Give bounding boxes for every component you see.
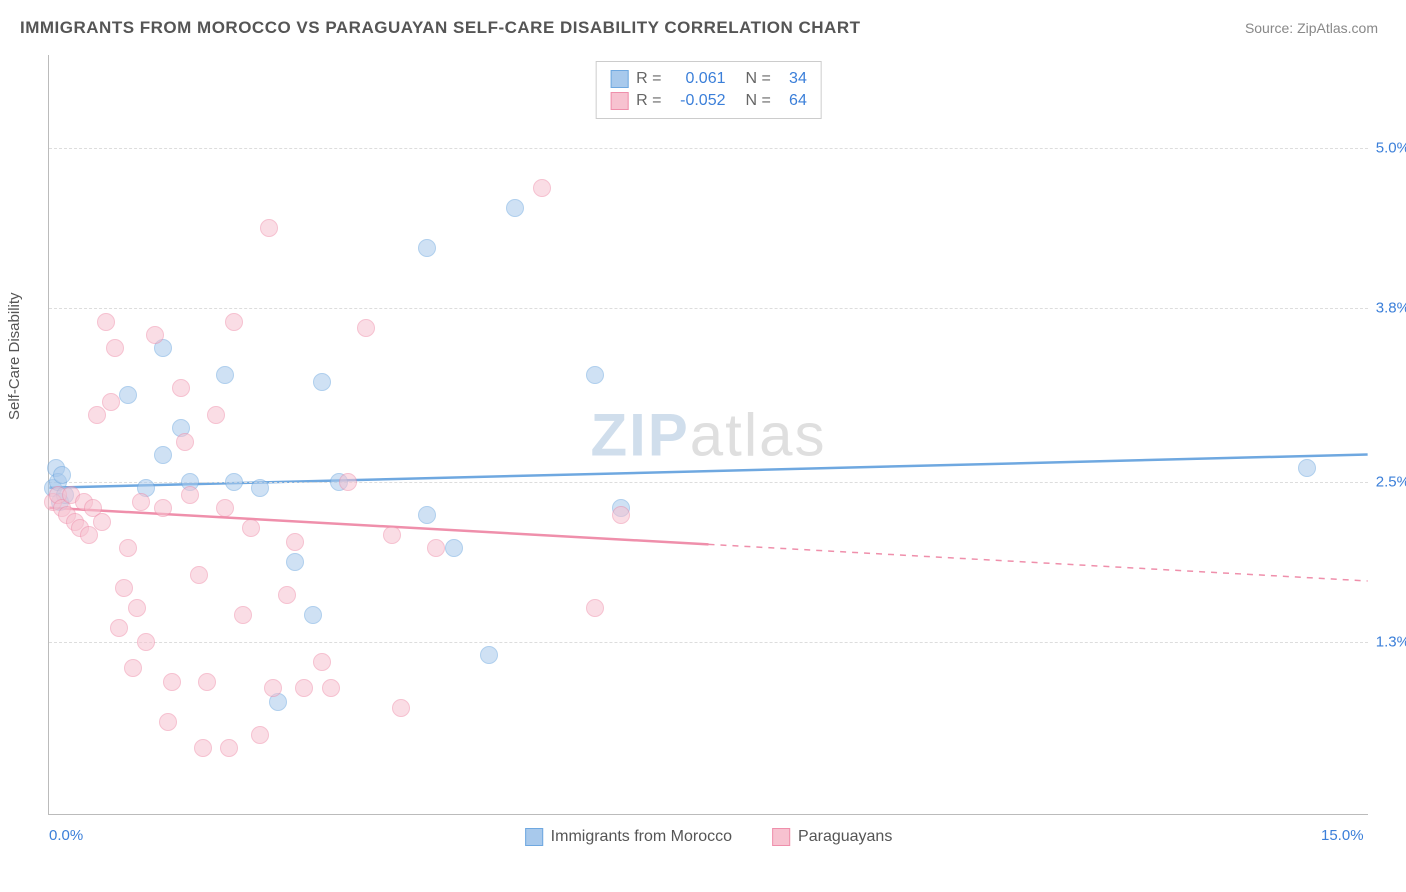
scatter-point (251, 479, 269, 497)
scatter-point (313, 373, 331, 391)
scatter-point (612, 506, 630, 524)
scatter-point (128, 599, 146, 617)
scatter-point (251, 726, 269, 744)
scatter-point (286, 553, 304, 571)
scatter-point (286, 533, 304, 551)
gridline (49, 482, 1368, 483)
r-value: -0.052 (670, 92, 726, 110)
chart-container: IMMIGRANTS FROM MOROCCO VS PARAGUAYAN SE… (0, 0, 1406, 892)
y-tick-label: 3.8% (1376, 300, 1406, 317)
r-label: R = (636, 92, 661, 110)
scatter-point (115, 579, 133, 597)
legend-stats-row: R = 0.061 N = 34 (610, 68, 807, 90)
scatter-point (176, 433, 194, 451)
scatter-point (533, 179, 551, 197)
scatter-point (106, 339, 124, 357)
x-tick-label: 0.0% (49, 827, 83, 844)
y-axis-label: Self-Care Disability (6, 292, 23, 420)
n-label: N = (746, 70, 771, 88)
scatter-point (586, 366, 604, 384)
scatter-point (198, 673, 216, 691)
scatter-point (506, 199, 524, 217)
scatter-point (172, 379, 190, 397)
n-value: 64 (779, 92, 807, 110)
scatter-point (163, 673, 181, 691)
scatter-point (225, 473, 243, 491)
legend-stats-row: R = -0.052 N = 64 (610, 90, 807, 112)
scatter-point (216, 366, 234, 384)
scatter-point (234, 606, 252, 624)
legend-swatch (610, 70, 628, 88)
scatter-point (119, 539, 137, 557)
legend-series-item: Paraguayans (772, 828, 892, 846)
legend-series-label: Paraguayans (798, 828, 892, 846)
n-value: 34 (779, 70, 807, 88)
n-label: N = (746, 92, 771, 110)
legend-swatch (610, 92, 628, 110)
legend-series-label: Immigrants from Morocco (551, 828, 732, 846)
legend-series: Immigrants from Morocco Paraguayans (525, 828, 893, 846)
scatter-point (418, 239, 436, 257)
scatter-point (159, 713, 177, 731)
y-tick-label: 2.5% (1376, 473, 1406, 490)
scatter-point (339, 473, 357, 491)
gridline (49, 308, 1368, 309)
scatter-point (313, 653, 331, 671)
scatter-point (53, 466, 71, 484)
scatter-point (480, 646, 498, 664)
gridline (49, 148, 1368, 149)
scatter-point (181, 486, 199, 504)
scatter-point (146, 326, 164, 344)
x-tick-label: 15.0% (1321, 827, 1364, 844)
legend-swatch (525, 828, 543, 846)
chart-title: IMMIGRANTS FROM MOROCCO VS PARAGUAYAN SE… (20, 18, 860, 38)
scatter-point (102, 393, 120, 411)
y-tick-label: 5.0% (1376, 140, 1406, 157)
trend-lines (49, 55, 1368, 814)
scatter-point (154, 446, 172, 464)
scatter-point (225, 313, 243, 331)
scatter-point (93, 513, 111, 531)
scatter-point (207, 406, 225, 424)
legend-swatch (772, 828, 790, 846)
scatter-point (119, 386, 137, 404)
r-label: R = (636, 70, 661, 88)
scatter-point (427, 539, 445, 557)
watermark: ZIPatlas (590, 400, 826, 469)
legend-stats: R = 0.061 N = 34 R = -0.052 N = 64 (595, 61, 822, 119)
scatter-point (80, 526, 98, 544)
scatter-point (110, 619, 128, 637)
scatter-point (586, 599, 604, 617)
scatter-point (216, 499, 234, 517)
y-tick-label: 1.3% (1376, 633, 1406, 650)
scatter-point (190, 566, 208, 584)
scatter-point (220, 739, 238, 757)
plot-area: ZIPatlas R =0.061N =34R =-0.052N =64 Imm… (48, 55, 1368, 815)
scatter-point (124, 659, 142, 677)
scatter-point (1298, 459, 1316, 477)
scatter-point (357, 319, 375, 337)
scatter-point (137, 633, 155, 651)
scatter-point (88, 406, 106, 424)
scatter-point (392, 699, 410, 717)
scatter-point (418, 506, 436, 524)
scatter-point (132, 493, 150, 511)
scatter-point (194, 739, 212, 757)
gridline (49, 642, 1368, 643)
scatter-point (304, 606, 322, 624)
legend-series-item: Immigrants from Morocco (525, 828, 732, 846)
scatter-point (264, 679, 282, 697)
scatter-point (295, 679, 313, 697)
scatter-point (242, 519, 260, 537)
scatter-point (97, 313, 115, 331)
scatter-point (154, 499, 172, 517)
scatter-point (445, 539, 463, 557)
r-value: 0.061 (670, 70, 726, 88)
scatter-point (278, 586, 296, 604)
scatter-point (383, 526, 401, 544)
scatter-point (322, 679, 340, 697)
source-label: Source: ZipAtlas.com (1245, 20, 1378, 36)
scatter-point (260, 219, 278, 237)
